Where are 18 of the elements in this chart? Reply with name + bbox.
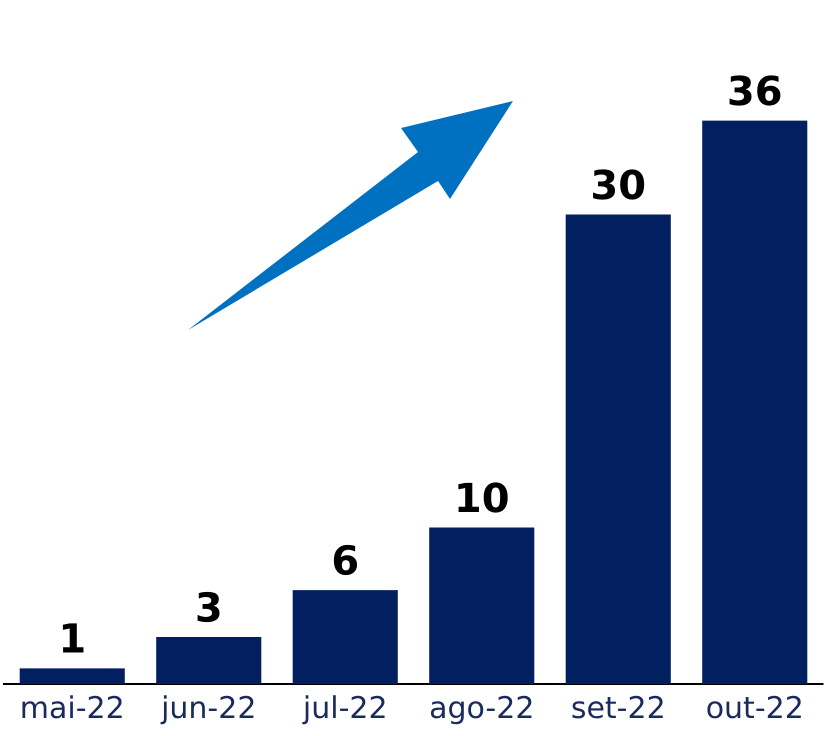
- x-tick-label: set-22: [570, 690, 666, 726]
- bar: [566, 214, 671, 684]
- data-label: 6: [331, 538, 360, 584]
- x-tick-label: ago-22: [429, 690, 534, 726]
- bar: [156, 637, 262, 684]
- bar: [702, 120, 808, 684]
- data-label: 30: [590, 162, 646, 209]
- data-label: 1: [58, 616, 86, 663]
- x-tick-label: jun-22: [160, 690, 256, 726]
- bar: [292, 590, 398, 684]
- x-tick-label: mai-22: [20, 690, 125, 726]
- x-tick-label: jul-22: [302, 690, 388, 726]
- data-label: 36: [726, 68, 783, 115]
- x-tick-label: out-22: [706, 690, 804, 726]
- bar: [429, 528, 534, 684]
- data-label: 3: [194, 585, 223, 632]
- bar: [20, 668, 125, 684]
- data-label: 10: [454, 476, 510, 522]
